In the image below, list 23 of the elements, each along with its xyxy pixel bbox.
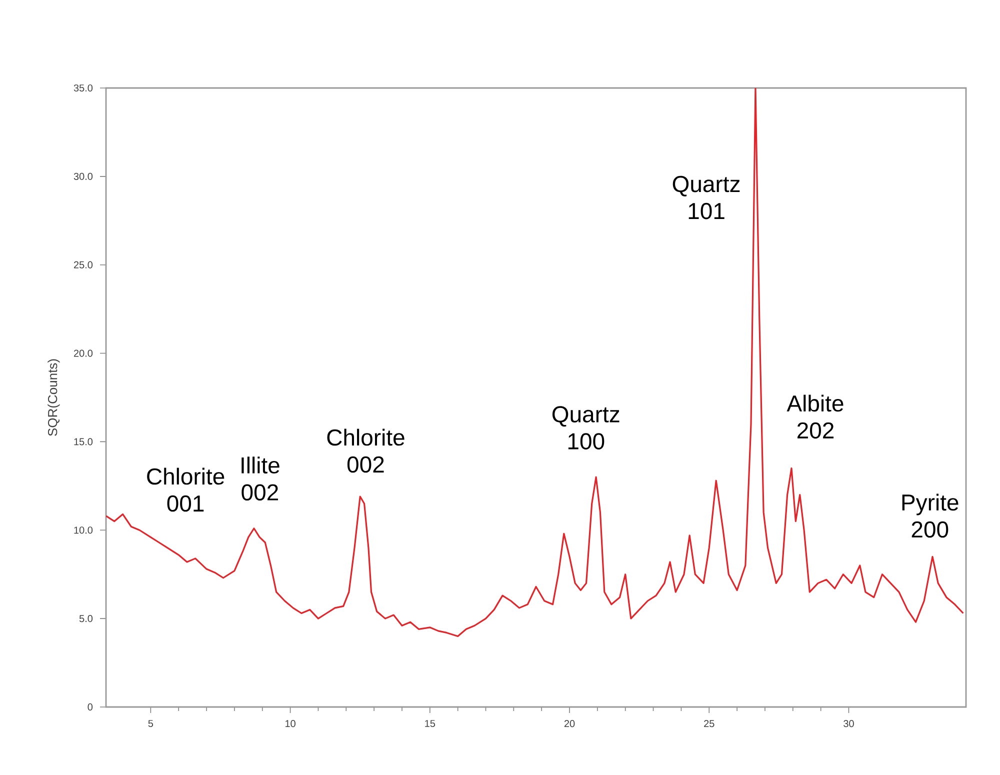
y-tick-label: 10.0: [74, 526, 93, 534]
line-series: [106, 88, 964, 638]
x-tick-label: 15: [425, 720, 436, 728]
annotation: Illite 002: [242, 456, 280, 501]
annotation: Chlorite 002: [327, 428, 404, 473]
y-tick-label: 0: [88, 703, 93, 711]
x-tick-label: 25: [704, 720, 714, 728]
y-tick-label: 15.0: [74, 438, 93, 446]
annotation: Pyrite 200: [902, 494, 958, 538]
annotation: Albite 202: [786, 394, 844, 439]
y-tick-label: 35.0: [74, 84, 93, 92]
annotation: Quartz 101: [672, 176, 740, 220]
annotation: Chlorite 001: [147, 468, 224, 512]
x-tick-label: 10: [285, 720, 296, 728]
x-tick-label: 20: [564, 720, 575, 728]
annotation: Quartz 100: [552, 406, 620, 450]
y-tick-label: 20.0: [74, 350, 93, 357]
x-tick-label: 5: [148, 720, 154, 728]
y-tick-label: 30.0: [74, 172, 93, 180]
y-tick-label: 5.0: [79, 615, 93, 622]
x-tick-label: 30: [844, 720, 854, 728]
y-tick-label: 25.0: [74, 261, 93, 268]
y-axis-title: SQR(Counts): [48, 359, 60, 436]
